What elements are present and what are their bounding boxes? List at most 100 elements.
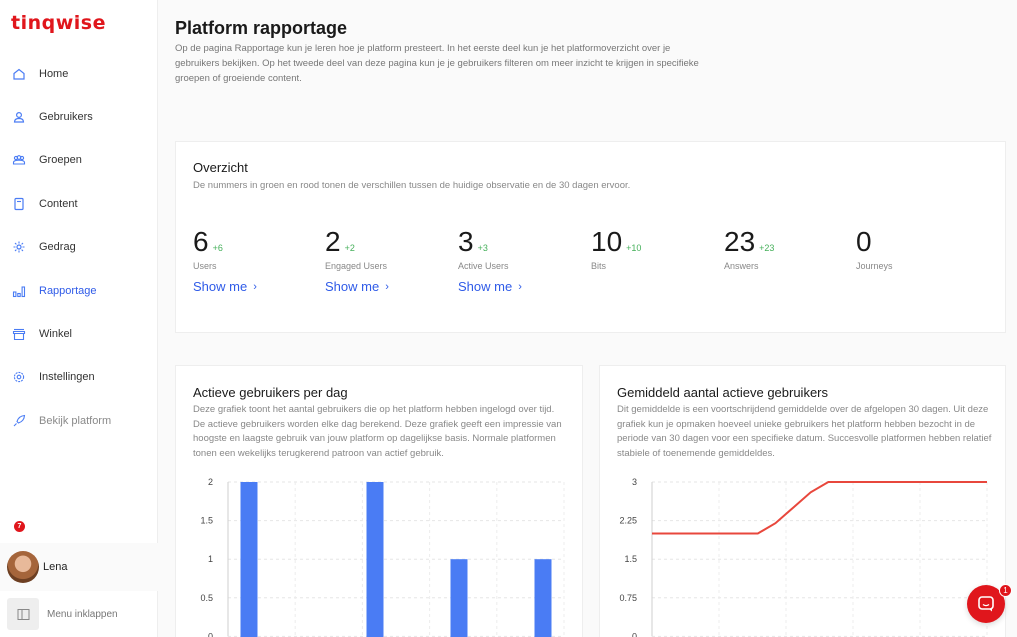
chat-badge: 1 <box>999 584 1012 597</box>
stat-label: Journeys <box>856 261 893 271</box>
daily-active-users-card: Actieve gebruikers per dag Deze grafiek … <box>175 365 583 637</box>
sidebar-item-label: Rapportage <box>39 284 97 297</box>
stat-answers: 23 +23 Answers <box>724 226 854 271</box>
group-icon <box>12 153 26 167</box>
sidebar-item-winkel[interactable]: Winkel <box>0 312 158 355</box>
bar[interactable] <box>240 482 258 637</box>
notification-badge[interactable]: 7 <box>14 521 25 532</box>
stat-engaged-users: 2 +2 Engaged Users Show me › <box>325 226 455 296</box>
y-tick-label: 1 <box>208 554 213 564</box>
stat-delta: +10 <box>626 243 642 253</box>
sidebar-item-content[interactable]: Content <box>0 182 158 225</box>
average-active-users-card: Gemiddeld aantal actieve gebruikers Dit … <box>599 365 1006 637</box>
stat-delta: +6 <box>212 243 223 253</box>
user-icon <box>12 110 26 124</box>
link-text: Show me <box>325 279 380 294</box>
stat-label: Active Users <box>458 261 509 271</box>
sidebar: tinqwise Home Gebruikers Groepen Content… <box>0 0 158 637</box>
home-icon <box>12 67 26 81</box>
y-tick-label: 3 <box>632 477 637 487</box>
chat-button[interactable] <box>967 585 1005 623</box>
sidebar-item-instellingen[interactable]: Instellingen <box>0 356 158 399</box>
sidebar-item-label: Gebruikers <box>39 111 93 124</box>
page-description: Op de pagina Rapportage kun je leren hoe… <box>175 43 699 84</box>
stat-value: 2 <box>325 226 341 257</box>
stat-value: 10 <box>591 226 623 257</box>
chevron-right-icon: › <box>518 280 522 293</box>
stat-bits: 10 +10 Bits <box>591 226 721 271</box>
stat-delta: +3 <box>477 243 488 253</box>
stat-delta: +23 <box>759 243 775 253</box>
main-content: Platform rapportage Op de pagina Rapport… <box>158 0 1017 637</box>
page-title: Platform rapportage <box>175 18 348 38</box>
stat-active-users: 3 +3 Active Users Show me › <box>458 226 588 296</box>
show-me-active-link[interactable]: Show me › <box>458 279 522 294</box>
y-tick-label: 0.75 <box>619 593 637 603</box>
logo[interactable]: tinqwise <box>11 12 106 34</box>
sidebar-item-label: Home <box>39 67 69 80</box>
y-tick-label: 1.5 <box>624 554 637 564</box>
avatar <box>7 551 39 583</box>
sidebar-item-groepen[interactable]: Groepen <box>0 139 158 182</box>
average-active-users-chart: 3 2.25 1.5 0.75 0 <box>619 477 988 637</box>
sidebar-toggle-icon <box>7 598 39 630</box>
collapse-menu-button[interactable]: Menu inklappen <box>0 596 158 632</box>
sidebar-item-label: Groepen <box>39 154 82 167</box>
chart-title: Gemiddeld aantal actieve gebruikers <box>617 385 829 400</box>
y-tick-label: 0 <box>632 631 637 637</box>
y-tick-label: 2.25 <box>619 516 637 526</box>
sidebar-nav: Home Gebruikers Groepen Content Gedrag R… <box>0 52 158 443</box>
stat-label: Users <box>193 261 217 271</box>
chevron-right-icon: › <box>385 280 389 293</box>
y-tick-label: 0 <box>208 631 213 637</box>
overview-subtitle: De nummers in groen en rood tonen de ver… <box>193 180 631 191</box>
settings-icon <box>12 370 26 384</box>
series-line <box>652 481 987 535</box>
sidebar-item-bekijk-platform[interactable]: Bekijk platform <box>0 399 158 442</box>
stat-value: 0 <box>856 226 872 257</box>
overview-card: Overzicht De nummers in groen en rood to… <box>175 141 1006 333</box>
bar[interactable] <box>450 559 468 637</box>
sidebar-item-label: Winkel <box>39 328 73 341</box>
sidebar-item-label: Bekijk platform <box>39 414 112 427</box>
stat-journeys: 0 Journeys <box>856 226 986 271</box>
document-icon <box>12 197 26 211</box>
stat-users: 6 +6 Users Show me › <box>193 226 323 296</box>
chart-description: Dit gemiddelde is een voortschrijdend ge… <box>617 404 992 459</box>
sidebar-item-label: Instellingen <box>39 371 95 384</box>
daily-active-users-chart: 2 1.5 1 0.5 0 <box>200 477 565 637</box>
overview-title: Overzicht <box>193 160 248 175</box>
stat-label: Bits <box>591 261 607 271</box>
gear-icon <box>12 240 26 254</box>
store-icon <box>12 327 26 341</box>
bar[interactable] <box>366 482 384 637</box>
sidebar-item-label: Content <box>39 197 78 210</box>
user-name: Lena <box>43 561 68 573</box>
sidebar-item-label: Gedrag <box>39 241 76 254</box>
collapse-menu-label: Menu inklappen <box>47 608 118 620</box>
sidebar-item-home[interactable]: Home <box>0 52 158 95</box>
rocket-icon <box>12 414 26 428</box>
chart-icon <box>12 284 26 298</box>
y-tick-label: 0.5 <box>200 593 213 603</box>
link-text: Show me <box>458 279 513 294</box>
stat-value: 23 <box>724 226 756 257</box>
stat-label: Engaged Users <box>325 261 388 271</box>
sidebar-item-rapportage[interactable]: Rapportage <box>0 269 158 312</box>
bar[interactable] <box>534 559 552 637</box>
sidebar-item-gedrag[interactable]: Gedrag <box>0 226 158 269</box>
stat-value: 6 <box>193 226 209 257</box>
y-tick-label: 1.5 <box>200 516 213 526</box>
show-me-engaged-link[interactable]: Show me › <box>325 279 389 294</box>
user-profile[interactable]: Lena <box>0 543 158 591</box>
sidebar-item-gebruikers[interactable]: Gebruikers <box>0 95 158 138</box>
show-me-users-link[interactable]: Show me › <box>193 279 257 294</box>
stat-value: 3 <box>458 226 474 257</box>
chart-title: Actieve gebruikers per dag <box>193 385 348 400</box>
chat-icon <box>978 596 994 612</box>
chevron-right-icon: › <box>253 280 257 293</box>
stat-delta: +2 <box>344 243 355 253</box>
stat-label: Answers <box>724 261 759 271</box>
chart-description: Deze grafiek toont het aantal gebruikers… <box>193 404 562 459</box>
